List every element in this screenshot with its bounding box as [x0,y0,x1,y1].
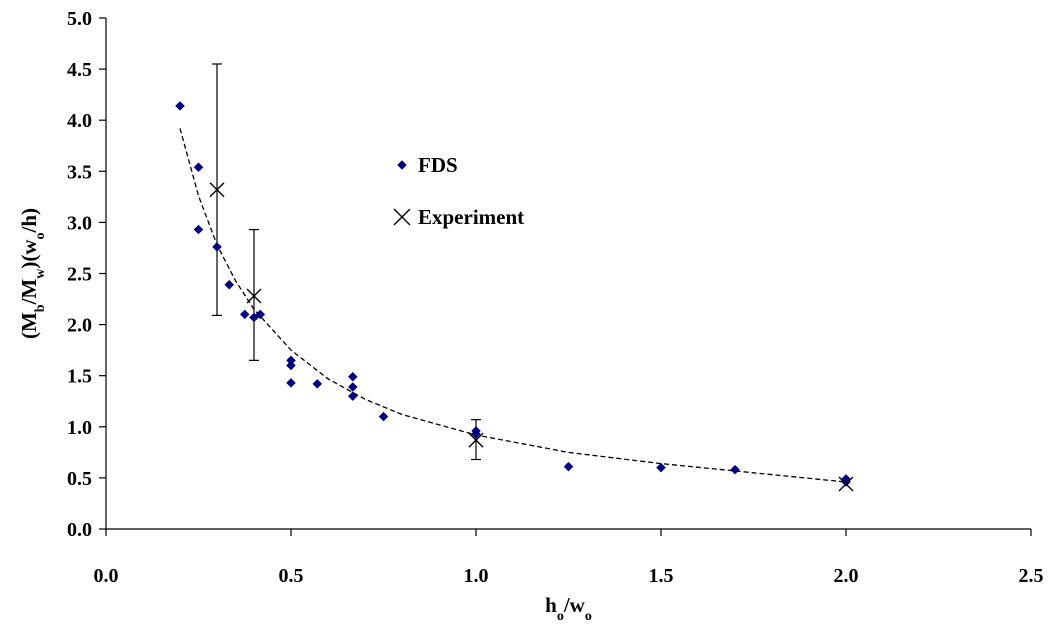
fds-point [224,279,235,290]
x-tick-label: 2.0 [834,565,859,587]
y-axis-title: (Mb/Mw)(wo/h) [17,208,48,339]
fds-point [193,224,204,235]
fds-point [656,462,666,473]
x-tick-label: 0.5 [279,565,304,587]
y-tick-label: 0.0 [67,519,92,541]
fds-point [347,391,358,401]
y-tick-label: 1.5 [67,366,92,388]
y-tick-label: 5.0 [67,8,92,30]
y-tick-label: 1.0 [67,417,92,439]
y-tick-label: 2.5 [67,264,92,286]
error-bars-group [212,63,481,461]
y-tick-label: 4.0 [67,110,92,132]
fds-point [193,162,204,173]
x-tick-label: 2.5 [1019,565,1044,587]
fds-point [175,101,185,111]
fds-point [730,464,740,475]
plot-area: 0.0 0.5 1.0 1.5 2.0 2.5 0.0 0.5 1.0 1.5 2.0 2.5 3.0 3… [67,8,1044,587]
y-tick-label: 3.5 [67,161,92,183]
fds-point [378,411,389,422]
experiment-point [246,288,262,304]
fds-point [212,242,222,252]
fds-point [249,312,259,323]
legend-label: FDS [418,153,458,177]
x-tick-label: 1.0 [464,565,489,587]
legend-label: Experiment [418,205,524,229]
x-tick-label: 0.0 [94,565,119,587]
axis-titles: ho/wo (Mb/Mw)(wo/h) [17,208,592,624]
y-tick-label: 2.0 [67,315,92,337]
y-tick-label: 0.5 [67,468,92,490]
axis-ticks: 0.0 0.5 1.0 1.5 2.0 2.5 0.0 0.5 1.0 1.5 2.0 2.5 3.0 3… [67,8,1044,587]
fds-point [471,429,481,439]
y-tick-label: 4.5 [67,59,92,81]
markers-group [175,101,854,492]
fds-point [563,461,574,472]
fds-point [286,378,296,388]
x-tick-label: 1.5 [649,565,674,587]
legend-fds-symbol [397,160,407,170]
experiment-point [209,182,225,198]
fds-point [239,309,250,320]
legend: FDS Experiment [393,153,524,229]
y-tick-label: 3.0 [67,212,92,234]
trendline-group [179,128,847,483]
experiment-point [838,476,854,492]
fds-point [312,379,323,389]
fds-point [347,371,358,382]
legend-experiment-symbol [393,208,411,226]
fds-point [286,360,296,371]
fds-point [255,309,266,320]
experiment-point [468,432,484,448]
x-axis-title: ho/wo [545,593,592,624]
trendline [179,128,847,483]
